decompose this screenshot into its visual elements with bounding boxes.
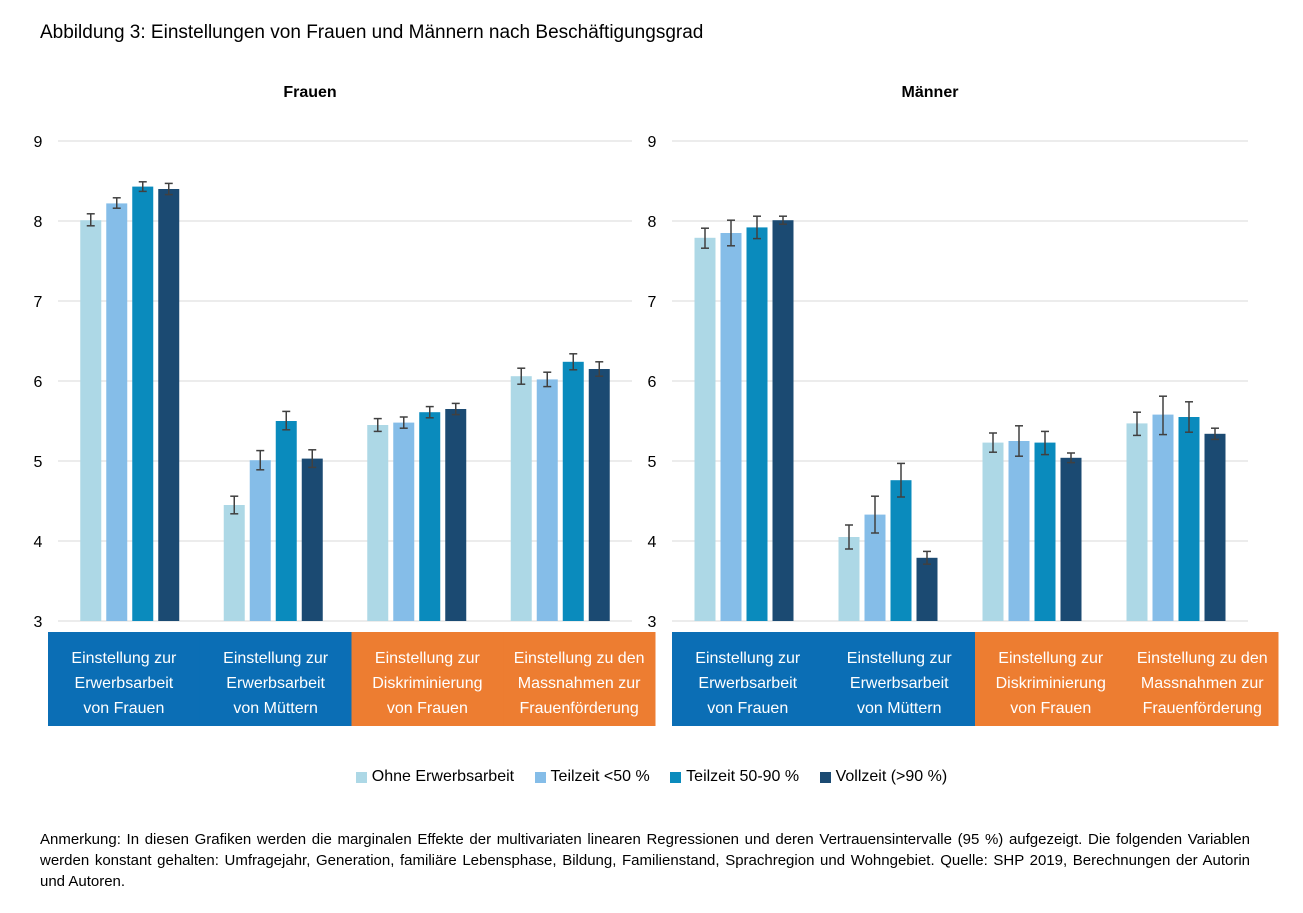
category-label: Einstellung zu den bbox=[514, 650, 645, 667]
legend-label: Teilzeit <50 % bbox=[550, 768, 650, 785]
category-label: Erwerbsarbeit bbox=[698, 675, 797, 692]
y-tick-label: 6 bbox=[648, 374, 657, 391]
y-tick-label: 4 bbox=[34, 534, 43, 551]
bar bbox=[80, 220, 102, 621]
bar bbox=[864, 514, 886, 621]
category-box bbox=[503, 632, 656, 726]
y-tick-label: 8 bbox=[648, 214, 657, 231]
bar bbox=[419, 412, 441, 621]
legend-swatch bbox=[534, 771, 546, 783]
bar bbox=[367, 425, 389, 621]
y-tick-label: 5 bbox=[34, 454, 43, 471]
category-label: Frauenförderung bbox=[520, 700, 639, 717]
y-tick-label: 7 bbox=[648, 294, 657, 311]
bar bbox=[1204, 433, 1226, 621]
category-label: Diskriminierung bbox=[372, 675, 482, 692]
bar bbox=[106, 203, 128, 621]
bar bbox=[890, 480, 912, 621]
y-tick-label: 8 bbox=[34, 214, 43, 231]
legend-swatch bbox=[670, 771, 682, 783]
category-label: Frauenförderung bbox=[1143, 700, 1262, 717]
category-label: von Frauen bbox=[83, 700, 164, 717]
category-label: Massnahmen zur bbox=[1141, 675, 1264, 692]
bar bbox=[838, 537, 860, 621]
bar bbox=[1178, 417, 1200, 621]
category-label: Einstellung zur bbox=[375, 650, 481, 667]
bar bbox=[916, 557, 938, 621]
legend-item-teilzeit-unter-50: Teilzeit <50 % bbox=[534, 768, 650, 786]
bar bbox=[223, 505, 245, 621]
bar bbox=[562, 361, 584, 621]
category-label: von Müttern bbox=[233, 700, 317, 717]
category-box bbox=[351, 632, 504, 726]
panel-title: Männer bbox=[902, 84, 959, 101]
y-tick-label: 7 bbox=[34, 294, 43, 311]
legend-swatch bbox=[355, 771, 367, 783]
bar bbox=[536, 379, 558, 621]
bar bbox=[249, 460, 271, 621]
y-tick-label: 9 bbox=[34, 134, 43, 151]
bar bbox=[301, 458, 323, 621]
legend-label: Ohne Erwerbsarbeit bbox=[371, 768, 515, 785]
bar bbox=[158, 189, 180, 621]
bar bbox=[445, 409, 467, 621]
category-label: Einstellung zur bbox=[695, 650, 801, 667]
category-label: Einstellung zu den bbox=[1137, 650, 1268, 667]
panel-title: Frauen bbox=[283, 84, 336, 101]
category-label: von Frauen bbox=[707, 700, 788, 717]
legend-item-vollzeit: Vollzeit (>90 %) bbox=[819, 768, 948, 786]
category-label: von Müttern bbox=[857, 700, 941, 717]
figure-note: Anmerkung: In diesen Grafiken werden die… bbox=[40, 831, 1250, 890]
bar bbox=[772, 220, 794, 621]
category-label: Diskriminierung bbox=[996, 675, 1106, 692]
bar bbox=[1008, 441, 1030, 621]
category-box bbox=[199, 632, 352, 726]
bar bbox=[132, 186, 154, 621]
y-tick-label: 5 bbox=[648, 454, 657, 471]
category-box bbox=[1126, 632, 1279, 726]
bar bbox=[1034, 442, 1056, 621]
bar bbox=[694, 237, 716, 622]
bar bbox=[510, 376, 532, 621]
category-label: Einstellung zur bbox=[847, 650, 953, 667]
bar bbox=[588, 369, 610, 621]
chart-area: Frauen 3 4 5 6 7 8 9 Einstellung zur Erwerbsarbei… bbox=[34, 84, 1279, 726]
legend: Ohne Erwerbsarbeit Teilzeit <50 % Teilze… bbox=[0, 768, 1303, 788]
legend-item-ohne-erwerbsarbeit: Ohne Erwerbsarbeit bbox=[355, 768, 515, 786]
y-tick-label: 4 bbox=[648, 534, 657, 551]
category-box bbox=[48, 632, 201, 726]
category-box bbox=[975, 632, 1127, 726]
category-label: Einstellung zur bbox=[998, 650, 1104, 667]
category-box bbox=[823, 632, 976, 726]
y-tick-label: 3 bbox=[34, 614, 43, 631]
legend-label: Vollzeit (>90 %) bbox=[835, 768, 948, 785]
bar bbox=[275, 421, 297, 621]
bar bbox=[393, 422, 415, 621]
category-label: Erwerbsarbeit bbox=[226, 675, 325, 692]
y-tick-label: 6 bbox=[34, 374, 43, 391]
category-label: Erwerbsarbeit bbox=[850, 675, 949, 692]
bar bbox=[1126, 423, 1148, 621]
figure-title: Abbildung 3: Einstellungen von Frauen un… bbox=[40, 22, 704, 43]
bar bbox=[746, 227, 768, 621]
y-tick-label: 3 bbox=[648, 614, 657, 631]
legend-label: Teilzeit 50-90 % bbox=[686, 768, 800, 785]
category-label: Einstellung zur bbox=[71, 650, 177, 667]
y-tick-label: 9 bbox=[648, 134, 657, 151]
bar bbox=[982, 442, 1004, 621]
category-box bbox=[672, 632, 824, 726]
legend-item-teilzeit-50-90: Teilzeit 50-90 % bbox=[670, 768, 799, 786]
category-label: Erwerbsarbeit bbox=[75, 675, 174, 692]
bar bbox=[1152, 414, 1174, 621]
category-label: Einstellung zur bbox=[223, 650, 329, 667]
bar bbox=[720, 233, 742, 621]
category-label: von Frauen bbox=[1010, 700, 1091, 717]
bar bbox=[1060, 457, 1082, 621]
legend-swatch bbox=[819, 771, 831, 783]
category-label: Massnahmen zur bbox=[518, 675, 641, 692]
category-label: von Frauen bbox=[387, 700, 468, 717]
